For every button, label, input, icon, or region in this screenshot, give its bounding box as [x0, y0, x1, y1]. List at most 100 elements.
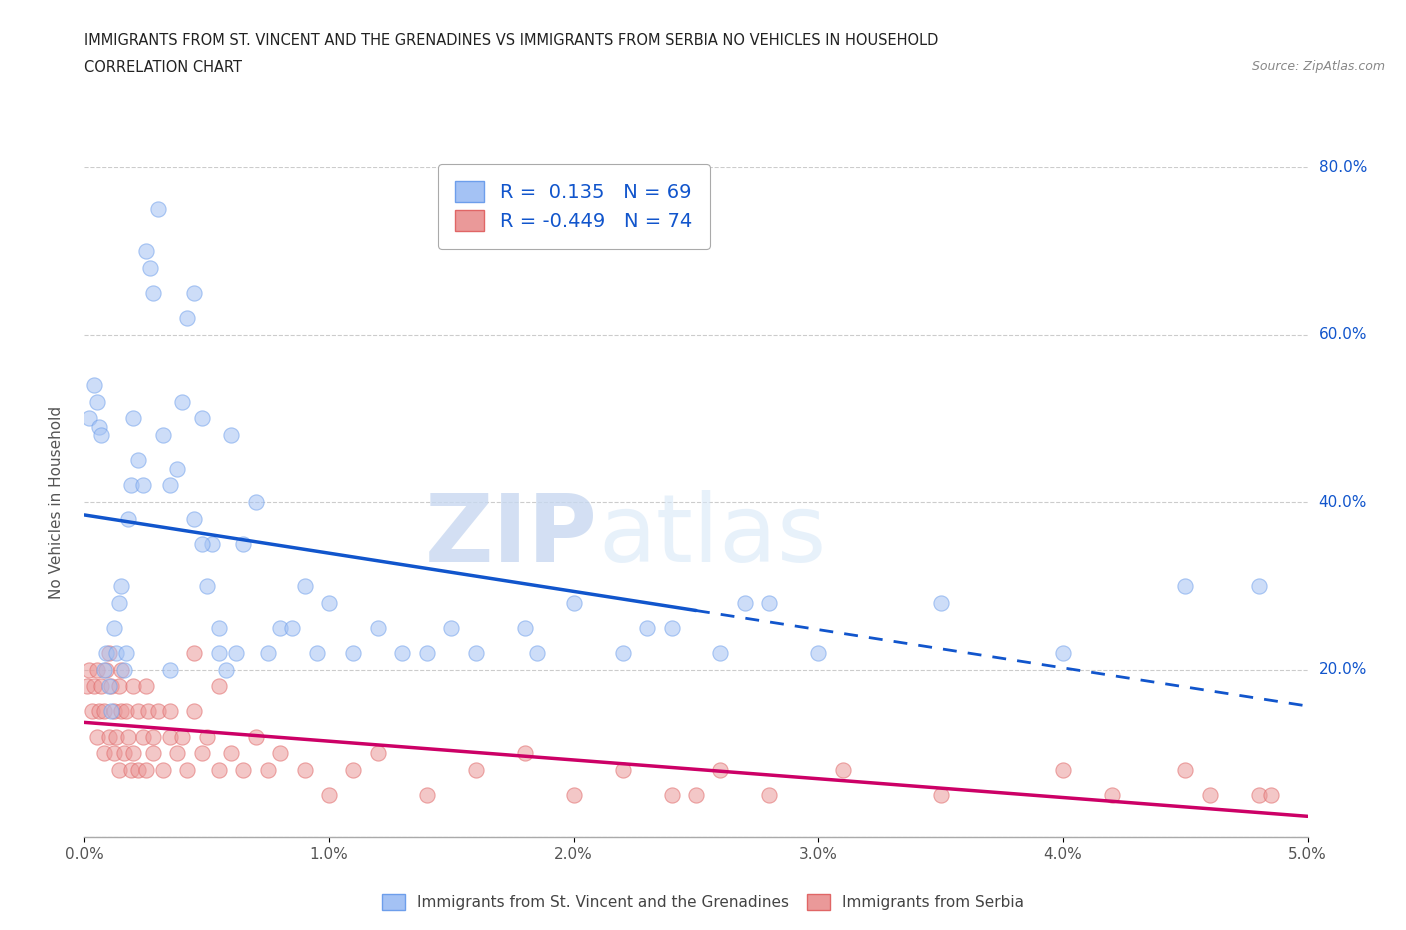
Text: atlas: atlas [598, 490, 827, 581]
Point [166, 746, 188, 761]
Point [183, 645, 205, 660]
Point [1052, 645, 1074, 660]
Point [232, 537, 254, 551]
Point [107, 595, 129, 610]
Point [172, 394, 194, 409]
Point [612, 763, 634, 777]
Point [110, 704, 132, 719]
Point [269, 620, 291, 635]
Point [191, 411, 214, 426]
Point [1174, 763, 1197, 777]
Point [208, 679, 231, 694]
Point [87, 704, 110, 719]
Point [115, 645, 138, 660]
Point [159, 704, 181, 719]
Point [269, 746, 291, 761]
Point [257, 645, 280, 660]
Point [135, 763, 157, 777]
Text: ZIP: ZIP [425, 490, 598, 581]
Point [117, 729, 139, 744]
Point [127, 453, 149, 468]
Point [225, 645, 247, 660]
Point [183, 704, 205, 719]
Point [1198, 788, 1220, 803]
Point [318, 788, 340, 803]
Point [146, 202, 169, 217]
Point [391, 645, 413, 660]
Point [342, 763, 364, 777]
Point [86, 729, 108, 744]
Point [661, 788, 683, 803]
Point [294, 763, 316, 777]
Point [176, 311, 198, 325]
Point [440, 620, 463, 635]
Point [305, 645, 328, 660]
Point [526, 645, 548, 660]
Point [132, 478, 155, 493]
Point [807, 645, 830, 660]
Point [127, 704, 149, 719]
Point [367, 620, 389, 635]
Point [661, 620, 683, 635]
Point [245, 729, 267, 744]
Point [107, 679, 129, 694]
Point [122, 746, 145, 761]
Point [90, 428, 112, 443]
Point [758, 595, 780, 610]
Point [191, 537, 214, 551]
Text: 20.0%: 20.0% [1319, 662, 1367, 677]
Point [90, 679, 112, 694]
Point [122, 411, 145, 426]
Point [191, 746, 214, 761]
Point [612, 645, 634, 660]
Point [120, 478, 142, 493]
Text: IMMIGRANTS FROM ST. VINCENT AND THE GRENADINES VS IMMIGRANTS FROM SERBIA NO VEHI: IMMIGRANTS FROM ST. VINCENT AND THE GREN… [84, 33, 939, 47]
Point [166, 461, 188, 476]
Point [513, 620, 536, 635]
Point [93, 746, 115, 761]
Point [758, 788, 780, 803]
Point [219, 746, 242, 761]
Point [110, 662, 132, 677]
Point [200, 537, 222, 551]
Text: 40.0%: 40.0% [1319, 495, 1367, 510]
Point [342, 645, 364, 660]
Point [709, 763, 731, 777]
Y-axis label: No Vehicles in Household: No Vehicles in Household [49, 405, 63, 599]
Point [232, 763, 254, 777]
Point [734, 595, 756, 610]
Point [513, 746, 536, 761]
Point [77, 662, 100, 677]
Legend: R =  0.135   N = 69, R = -0.449   N = 74: R = 0.135 N = 69, R = -0.449 N = 74 [437, 164, 710, 249]
Point [195, 578, 218, 593]
Point [105, 729, 128, 744]
Point [1247, 788, 1270, 803]
Point [183, 286, 205, 300]
Point [1101, 788, 1123, 803]
Point [77, 411, 100, 426]
Point [100, 679, 122, 694]
Point [112, 746, 135, 761]
Point [112, 662, 135, 677]
Point [709, 645, 731, 660]
Point [562, 595, 585, 610]
Point [142, 746, 165, 761]
Point [117, 512, 139, 526]
Point [294, 578, 316, 593]
Point [97, 679, 120, 694]
Point [562, 788, 585, 803]
Point [416, 788, 439, 803]
Point [103, 746, 125, 761]
Point [245, 495, 267, 510]
Point [281, 620, 304, 635]
Point [96, 662, 118, 677]
Point [127, 763, 149, 777]
Point [159, 662, 181, 677]
Point [152, 763, 174, 777]
Point [136, 704, 159, 719]
Point [103, 620, 125, 635]
Point [636, 620, 658, 635]
Point [76, 679, 98, 694]
Point [416, 645, 439, 660]
Point [96, 645, 118, 660]
